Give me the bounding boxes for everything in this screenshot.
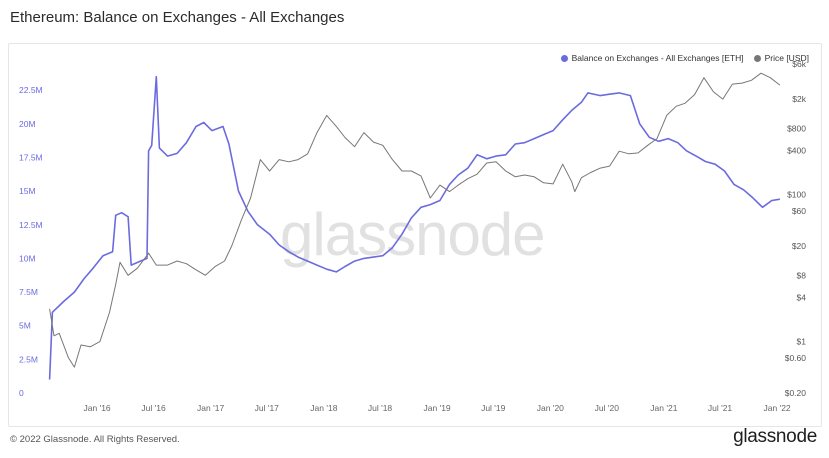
y-left-tick-label: 15M	[19, 186, 36, 196]
chart-title: Ethereum: Balance on Exchanges - All Exc…	[10, 9, 345, 26]
y-left-tick-label: 20M	[19, 119, 36, 129]
x-tick-label: Jan '16	[84, 403, 111, 413]
y-left-tick-label: 2.5M	[19, 354, 38, 364]
x-tick-label: Jan '17	[197, 403, 224, 413]
y-right-tick-label: $60	[792, 206, 806, 216]
y-left-tick-label: 12.5M	[19, 220, 43, 230]
legend-label-balance: Balance on Exchanges - All Exchanges [ET…	[571, 53, 744, 63]
chart-card	[8, 43, 822, 427]
y-right-tick-label: $6k	[792, 59, 806, 69]
watermark: glassnode	[280, 201, 546, 268]
x-tick-label: Jan '19	[424, 403, 451, 413]
legend-dot-balance	[560, 54, 568, 62]
y-right-tick-label: $4	[797, 292, 807, 302]
x-tick-label: Jul '21	[708, 403, 733, 413]
x-tick-label: Jul '18	[368, 403, 393, 413]
legend-dot-price	[753, 54, 761, 62]
y-left-tick-label: 7.5M	[19, 287, 38, 297]
y-right-tick-label: $800	[787, 123, 806, 133]
glassnode-logo: glassnode	[733, 426, 817, 447]
legend-item-balance[interactable]: Balance on Exchanges - All Exchanges [ET…	[560, 53, 744, 63]
y-right-tick-label: $1	[797, 337, 807, 347]
series-line-price	[49, 72, 781, 368]
x-tick-label: Jul '17	[255, 403, 280, 413]
y-left-tick-label: 17.5M	[19, 152, 43, 162]
chart-legend: Balance on Exchanges - All Exchanges [ET…	[560, 53, 809, 63]
x-tick-label: Jan '20	[537, 403, 564, 413]
x-tick-label: Jul '19	[481, 403, 506, 413]
y-left-tick-label: 5M	[19, 321, 31, 331]
y-right-tick-label: $8	[797, 270, 807, 280]
y-right-tick-label: $400	[787, 145, 806, 155]
series-line-balance	[48, 75, 781, 380]
x-tick-label: Jul '20	[595, 403, 620, 413]
y-right-tick-label: $0.20	[785, 388, 807, 398]
y-right-tick-label: $100	[787, 190, 806, 200]
y-left-tick-label: 0	[19, 388, 24, 398]
legend-item-price[interactable]: Price [USD]	[753, 53, 809, 63]
x-tick-label: Jan '22	[764, 403, 791, 413]
x-tick-label: Jul '16	[141, 403, 166, 413]
x-tick-label: Jan '21	[650, 403, 677, 413]
y-left-tick-label: 22.5M	[19, 85, 43, 95]
y-right-tick-label: $2k	[792, 94, 806, 104]
y-right-tick-label: $20	[792, 241, 806, 251]
y-right-tick-label: $0.60	[785, 353, 807, 363]
legend-label-price: Price [USD]	[764, 53, 809, 63]
x-tick-label: Jan '18	[310, 403, 337, 413]
copyright-text: © 2022 Glassnode. All Rights Reserved.	[10, 434, 180, 445]
y-left-tick-label: 10M	[19, 253, 36, 263]
